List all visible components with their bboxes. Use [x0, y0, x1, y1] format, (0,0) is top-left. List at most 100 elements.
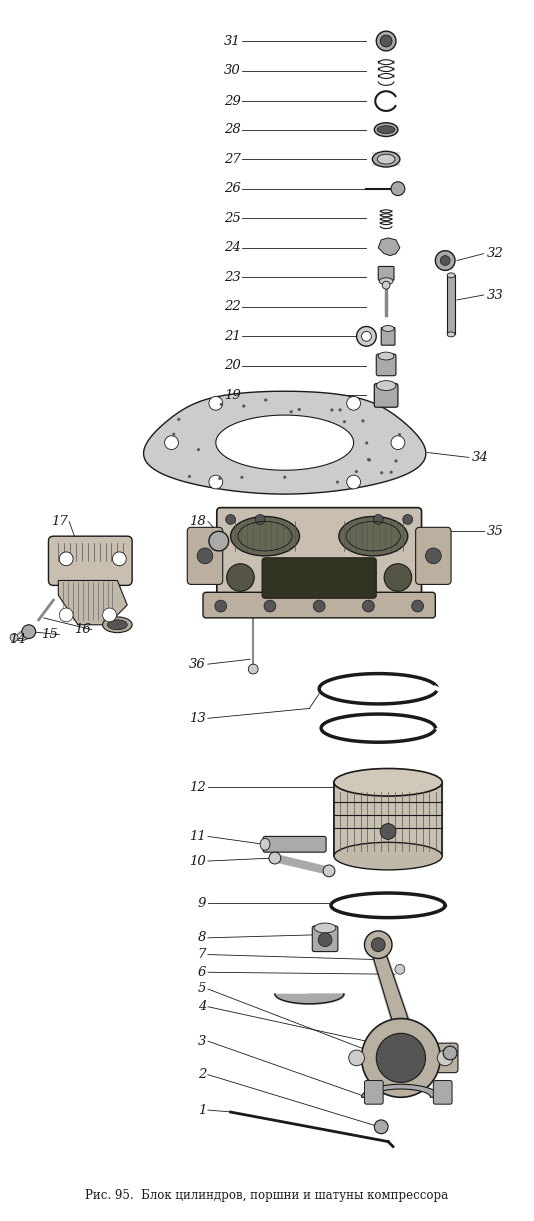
Circle shape	[373, 465, 376, 469]
Text: 34: 34	[472, 451, 489, 464]
Text: 15: 15	[42, 628, 58, 641]
Ellipse shape	[378, 352, 394, 360]
Text: 25: 25	[224, 211, 240, 225]
Ellipse shape	[334, 768, 442, 796]
Text: 9: 9	[198, 897, 206, 910]
Text: 30: 30	[224, 63, 240, 77]
Text: 29: 29	[224, 94, 240, 107]
Circle shape	[391, 436, 405, 449]
Polygon shape	[378, 238, 400, 255]
Circle shape	[59, 552, 73, 565]
Circle shape	[349, 1050, 365, 1066]
Polygon shape	[362, 1084, 440, 1098]
Bar	[447, 275, 455, 335]
Circle shape	[374, 1120, 388, 1134]
Text: 7: 7	[198, 947, 206, 961]
Circle shape	[380, 35, 392, 46]
Text: 4: 4	[198, 1000, 206, 1013]
Circle shape	[358, 446, 362, 449]
Ellipse shape	[260, 839, 270, 850]
FancyBboxPatch shape	[49, 536, 132, 585]
Circle shape	[373, 514, 383, 524]
FancyBboxPatch shape	[262, 558, 376, 598]
Ellipse shape	[371, 938, 385, 951]
Circle shape	[226, 514, 235, 524]
Text: 36: 36	[189, 658, 206, 670]
Polygon shape	[334, 783, 442, 856]
Circle shape	[344, 470, 347, 473]
Circle shape	[357, 326, 376, 347]
Ellipse shape	[376, 1033, 426, 1083]
Text: 17: 17	[51, 515, 68, 527]
Ellipse shape	[365, 930, 392, 958]
Circle shape	[323, 864, 335, 877]
Circle shape	[340, 418, 343, 421]
Ellipse shape	[377, 126, 395, 133]
Ellipse shape	[226, 564, 254, 591]
Circle shape	[347, 475, 360, 488]
Circle shape	[382, 281, 390, 289]
Text: 35: 35	[486, 525, 503, 537]
FancyBboxPatch shape	[381, 327, 395, 346]
Circle shape	[248, 664, 258, 674]
Circle shape	[331, 468, 334, 470]
Text: 12: 12	[189, 780, 206, 794]
Circle shape	[367, 482, 370, 485]
Polygon shape	[216, 415, 354, 470]
Circle shape	[380, 824, 396, 839]
Ellipse shape	[447, 272, 455, 277]
FancyBboxPatch shape	[312, 926, 338, 951]
Circle shape	[362, 331, 371, 341]
Circle shape	[269, 852, 281, 864]
Circle shape	[313, 414, 316, 416]
Ellipse shape	[382, 326, 394, 331]
Ellipse shape	[447, 332, 455, 337]
FancyBboxPatch shape	[187, 527, 223, 585]
Text: 11: 11	[189, 830, 206, 842]
Circle shape	[426, 548, 441, 564]
Ellipse shape	[377, 154, 395, 164]
Text: 33: 33	[486, 288, 503, 302]
Circle shape	[215, 601, 226, 612]
Circle shape	[375, 454, 379, 458]
Polygon shape	[372, 955, 410, 1023]
Circle shape	[395, 965, 405, 974]
Text: 21: 21	[224, 330, 240, 343]
Circle shape	[399, 440, 403, 442]
Circle shape	[22, 625, 36, 639]
Text: 23: 23	[224, 271, 240, 283]
Circle shape	[345, 459, 348, 463]
Ellipse shape	[362, 1018, 440, 1098]
Circle shape	[399, 449, 403, 452]
FancyBboxPatch shape	[263, 836, 326, 852]
FancyBboxPatch shape	[415, 527, 451, 585]
Text: 24: 24	[224, 242, 240, 254]
Text: 6: 6	[198, 966, 206, 979]
Circle shape	[387, 460, 390, 463]
Circle shape	[440, 255, 450, 265]
Text: 5: 5	[198, 983, 206, 995]
Text: 22: 22	[224, 300, 240, 314]
Text: Рис. 95.  Блок цилиндров, поршни и шатуны компрессора: Рис. 95. Блок цилиндров, поршни и шатуны…	[85, 1189, 449, 1203]
Circle shape	[202, 441, 205, 444]
Text: 10: 10	[189, 855, 206, 868]
Circle shape	[387, 427, 390, 430]
Circle shape	[209, 397, 223, 410]
Circle shape	[375, 424, 378, 427]
Circle shape	[264, 601, 276, 612]
Polygon shape	[144, 391, 426, 495]
FancyBboxPatch shape	[364, 1043, 389, 1073]
Ellipse shape	[334, 842, 442, 869]
Ellipse shape	[339, 516, 408, 556]
Text: 28: 28	[224, 123, 240, 136]
Circle shape	[59, 608, 73, 621]
Text: 14: 14	[9, 632, 26, 646]
Circle shape	[209, 531, 229, 551]
Circle shape	[197, 548, 213, 564]
Text: 26: 26	[224, 182, 240, 195]
FancyBboxPatch shape	[376, 354, 396, 376]
Polygon shape	[58, 580, 127, 625]
FancyBboxPatch shape	[433, 1043, 458, 1073]
Circle shape	[113, 552, 126, 565]
Circle shape	[213, 404, 216, 407]
